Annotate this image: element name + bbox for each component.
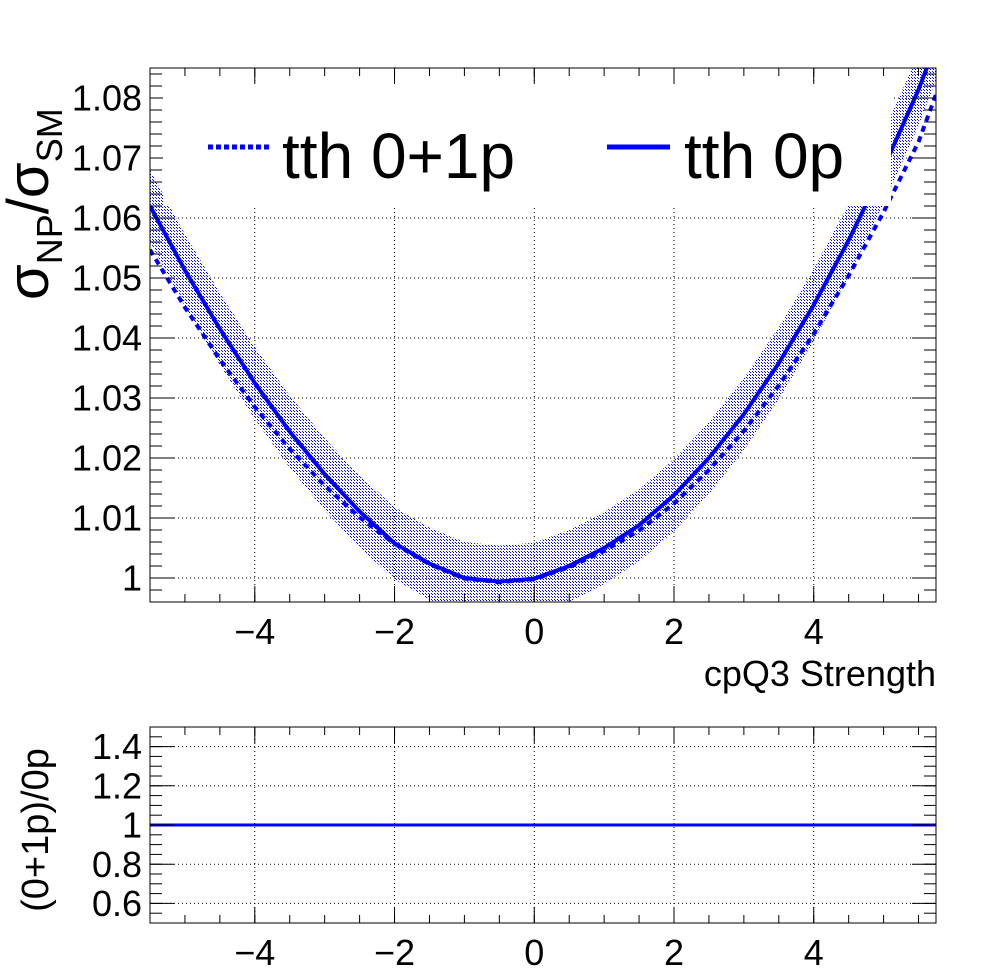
ratio-axis-ticks: [149, 726, 936, 924]
y-label-sub-np: NP: [29, 214, 70, 264]
main-series-group: [150, 68, 936, 585]
main-x-axis-label: cpQ3 Strength: [704, 653, 936, 694]
y-tick-label: 1.08: [72, 78, 142, 119]
y-tick-label: 1.03: [72, 378, 142, 419]
legend-box: [163, 84, 891, 206]
y-tick-label: 1: [122, 558, 142, 599]
x-tick-label: 2: [664, 611, 684, 652]
x-tick-label: −2: [374, 611, 415, 652]
main-plot-frame: [149, 67, 937, 603]
x-tick-label: −4: [234, 611, 275, 652]
y-tick-label: 1.2: [92, 765, 142, 806]
x-tick-label: −2: [374, 932, 415, 972]
y-tick-label: 1.05: [72, 258, 142, 299]
main-y-tick-labels: 1 1.01 1.02 1.03 1.04 1.05 1.06 1.07 1.08: [72, 78, 142, 599]
x-tick-label: −4: [234, 932, 275, 972]
main-y-axis-label: σNP/σSM: [0, 108, 70, 300]
y-tick-label: 0.6: [92, 883, 142, 924]
main-axis-ticks: [149, 68, 936, 603]
y-tick-label: 1.07: [72, 138, 142, 179]
x-tick-label: 2: [664, 932, 684, 972]
y-label-sigma-2: σ: [0, 162, 61, 198]
y-tick-label: 1.04: [72, 318, 142, 359]
y-tick-label: 1.02: [72, 438, 142, 479]
ratio-y-tick-labels: 0.60.811.21.4: [92, 726, 142, 924]
y-tick-label: 1.4: [92, 726, 142, 767]
x-tick-label: 4: [804, 932, 824, 972]
series-line-tth-0p: [150, 68, 929, 584]
y-label-sub-sm: SM: [29, 108, 70, 162]
main-x-tick-labels: −4 −2 0 2 4: [234, 611, 823, 652]
y-tick-label: 1: [122, 805, 142, 846]
legend-label-tth-0-1p: tth 0+1p: [282, 120, 515, 192]
tth-0p-uncertainty-band: [150, 68, 936, 602]
y-tick-label: 0.8: [92, 844, 142, 885]
x-tick-label: 0: [524, 932, 544, 972]
uncertainty-band: [150, 68, 936, 602]
y-label-slash: /: [0, 197, 61, 214]
y-tick-label: 1.06: [72, 198, 142, 239]
legend-label-tth-0p: tth 0p: [684, 120, 844, 192]
ratio-x-tick-labels: −4 −2 0 2 4: [234, 932, 823, 972]
x-tick-label: 4: [804, 611, 824, 652]
y-tick-label: 1.01: [72, 498, 142, 539]
svg-text:σNP/σSM: σNP/σSM: [0, 108, 70, 300]
y-label-sigma-1: σ: [0, 264, 61, 300]
x-tick-label: 0: [524, 611, 544, 652]
ratio-y-axis-label: (0+1p)/0p: [15, 748, 57, 912]
